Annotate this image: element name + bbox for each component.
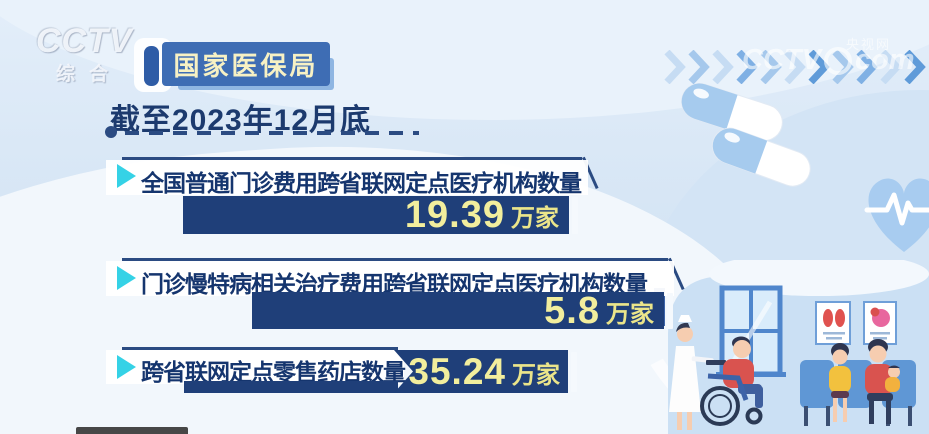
- lungs-poster-graphic: [815, 301, 851, 345]
- row2-bar-endcap: [667, 293, 673, 329]
- row3-topline: [122, 347, 398, 350]
- dot-icon: [105, 126, 117, 138]
- row2-topline: [122, 258, 668, 261]
- row3-label-band: [106, 350, 404, 384]
- row2-value-bar: 5.8 万家: [252, 289, 664, 332]
- row1-unit: 万家: [511, 205, 559, 232]
- wheelchair-patient-figure: [700, 336, 763, 426]
- source-badge: 国家医保局: [162, 42, 330, 86]
- site-name: 央视网: [846, 37, 892, 52]
- site-watermark: CCTV com 央视网: [742, 37, 915, 77]
- row1-bar-endcap: [572, 197, 578, 234]
- row3-bar-endcap: [571, 352, 577, 392]
- row2-label-band: [106, 261, 674, 296]
- channel-watermark: CCTV 综合: [36, 22, 133, 86]
- heart-ecg-icon: [864, 178, 929, 252]
- row3-label: 跨省联网定点零售药店数量: [141, 359, 406, 385]
- heart-poster-graphic: [863, 301, 897, 345]
- bottom-partial-strip: [76, 427, 188, 434]
- woman-figure: [829, 343, 851, 422]
- row2-unit: 万家: [606, 300, 654, 328]
- row3-unit: 万家: [512, 361, 560, 389]
- row1-value: 19.39: [404, 194, 505, 236]
- row1-label: 全国普通门诊费用跨省联网定点医疗机构数量: [141, 170, 582, 196]
- triangle-right-icon: [117, 355, 136, 379]
- nurse-figure: [669, 315, 726, 430]
- site-logo-left: CCTV: [742, 44, 821, 76]
- row1-topline: [122, 157, 582, 160]
- hospital-scene-illustration: [654, 260, 929, 434]
- row3-value: 35.24: [408, 351, 506, 392]
- circle-icon: [823, 46, 852, 75]
- channel-name: 综合: [56, 64, 123, 85]
- triangle-right-icon: [117, 164, 136, 188]
- site-logo-right: com: [854, 44, 915, 76]
- row1-value-bar: 19.39 万家: [183, 196, 569, 234]
- triangle-right-icon: [117, 266, 136, 290]
- man-with-baby-figure: [865, 339, 900, 424]
- row3-underline-strip: [184, 381, 398, 393]
- row3-value-bar: 35.24 万家: [394, 350, 568, 393]
- capsule-pill-icon: [681, 82, 811, 187]
- row2-value: 5.8: [544, 289, 600, 332]
- row1-label-band: [106, 160, 588, 195]
- channel-logo: CCTV: [36, 22, 133, 60]
- dashed-underline: [125, 131, 419, 135]
